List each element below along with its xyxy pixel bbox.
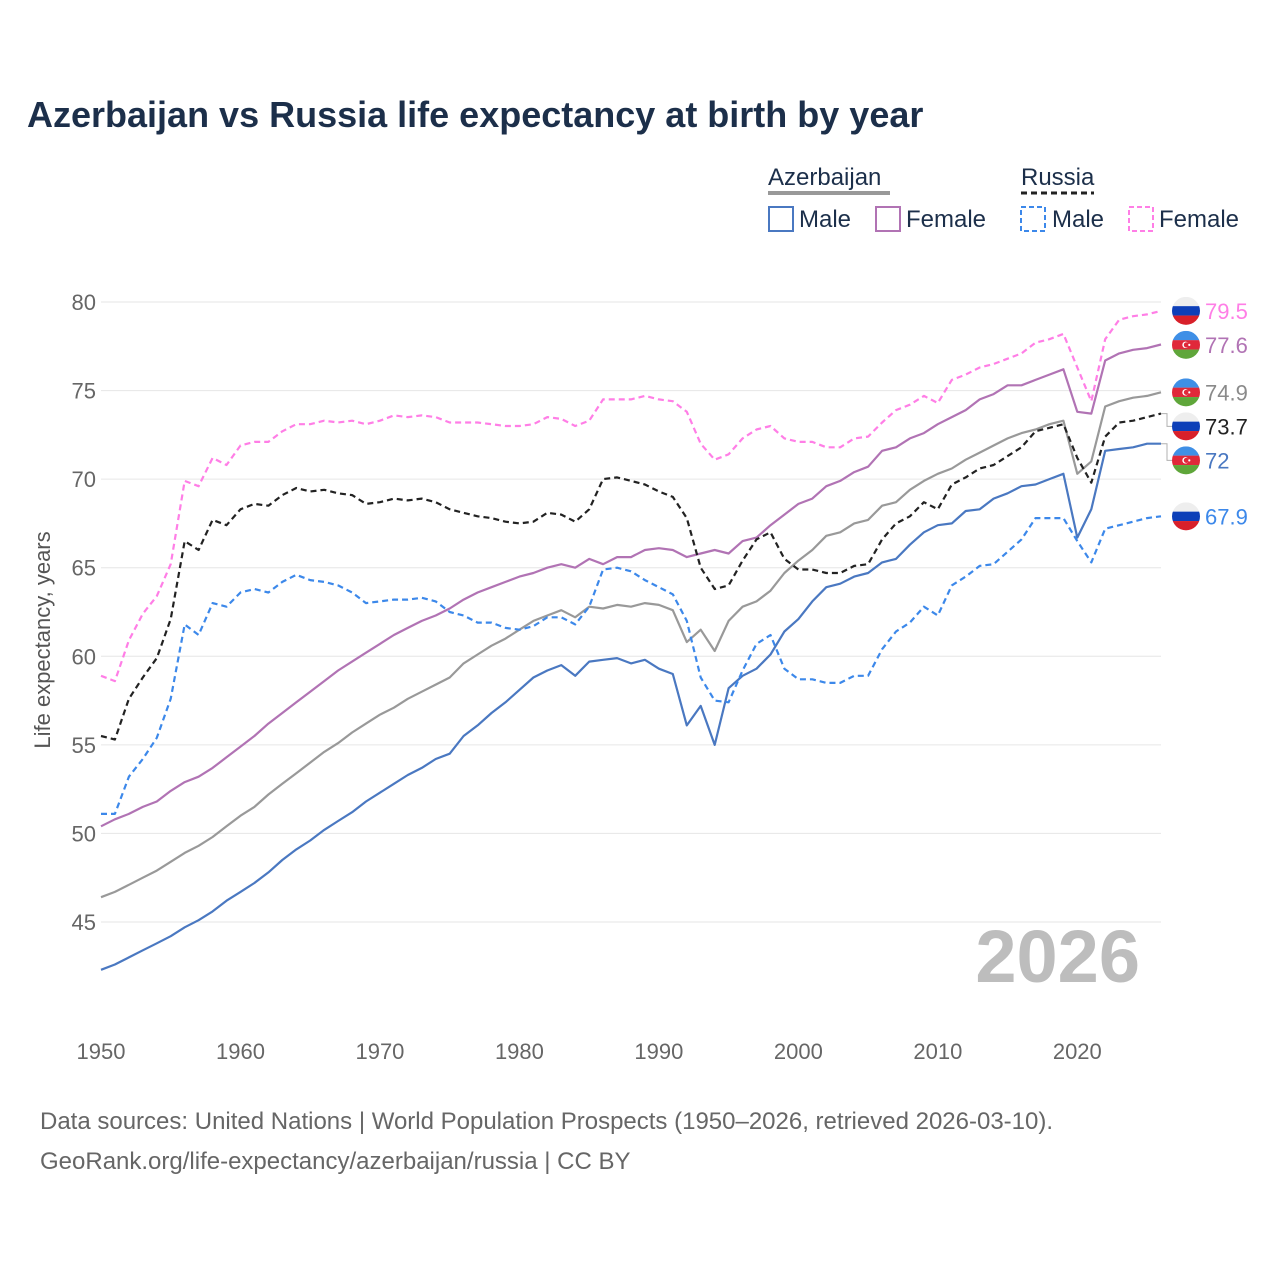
gridlines [101, 301, 1161, 923]
russia-flag-icon [1172, 412, 1200, 440]
series-russia-total [100, 412, 1162, 741]
end-label-azerbaijan-male: 72 [1205, 448, 1229, 473]
end-labels: 79.5 77.6 74.9 73.7 72 67.9 [1161, 297, 1248, 531]
legend-azerbaijan-male-box [768, 206, 794, 232]
legend-group-russia: Russia [1021, 164, 1095, 191]
series-azerbaijan-male [100, 442, 1161, 971]
legend-russia-male-box [1020, 206, 1046, 232]
y-tick-75: 75 [72, 379, 96, 404]
series-russia-female [100, 309, 1162, 683]
end-label-russia-total: 73.7 [1205, 414, 1248, 439]
legend: Azerbaijan Russia Male Female Male Femal… [768, 164, 1239, 233]
source-url-text: GeoRank.org/life-expectancy/azerbaijan/r… [40, 1148, 631, 1175]
x-tick-2020: 2020 [1053, 1039, 1102, 1064]
series-lines [100, 309, 1162, 971]
legend-azerbaijan-female-box [875, 206, 901, 232]
y-tick-45: 45 [72, 910, 96, 935]
x-tick-1960: 1960 [216, 1039, 265, 1064]
year-watermark: 2026 [975, 915, 1140, 998]
end-label-connector-russia-total [1161, 413, 1173, 427]
series-russia-male [101, 515, 1162, 816]
y-axis-ticks: 45 50 55 60 65 70 75 80 [72, 290, 96, 935]
end-label-russia-female: 79.5 [1205, 299, 1248, 324]
end-label-connector-azerbaijan-male [1161, 443, 1173, 461]
y-tick-55: 55 [72, 733, 96, 758]
end-label-azerbaijan-female: 77.6 [1205, 333, 1248, 358]
legend-azerbaijan-female-label: Female [906, 206, 986, 233]
x-tick-1970: 1970 [355, 1039, 404, 1064]
azerbaijan-flag-icon [1172, 378, 1200, 406]
russia-flag-icon [1172, 297, 1200, 325]
y-tick-65: 65 [72, 556, 96, 581]
series-azerbaijan-female [100, 343, 1162, 828]
y-axis-label: Life expectancy, years [30, 531, 55, 748]
x-tick-1950: 1950 [77, 1039, 126, 1064]
series-azerbaijan-total [100, 391, 1162, 899]
x-tick-2000: 2000 [774, 1039, 823, 1064]
y-tick-80: 80 [72, 290, 96, 315]
legend-group-azerbaijan: Azerbaijan [768, 164, 881, 191]
data-source-text: Data sources: United Nations | World Pop… [40, 1108, 1054, 1135]
legend-azerbaijan-male-label: Male [799, 206, 851, 233]
azerbaijan-flag-icon [1172, 446, 1200, 474]
x-tick-2010: 2010 [913, 1039, 962, 1064]
end-label-russia-male: 67.9 [1205, 504, 1248, 529]
chart-title: Azerbaijan vs Russia life expectancy at … [27, 94, 924, 135]
x-tick-1980: 1980 [495, 1039, 544, 1064]
end-label-azerbaijan-total: 74.9 [1205, 380, 1248, 405]
azerbaijan-flag-icon [1172, 331, 1200, 359]
x-axis-ticks: 1950 1960 1970 1980 1990 2000 2010 2020 [77, 1039, 1102, 1064]
russia-flag-icon [1172, 502, 1200, 530]
legend-russia-female-box [1128, 206, 1154, 232]
y-tick-50: 50 [72, 821, 96, 846]
legend-russia-male-label: Male [1052, 206, 1104, 233]
legend-russia-female-label: Female [1159, 206, 1239, 233]
y-tick-70: 70 [72, 467, 96, 492]
y-tick-60: 60 [72, 644, 96, 669]
x-tick-1990: 1990 [634, 1039, 683, 1064]
